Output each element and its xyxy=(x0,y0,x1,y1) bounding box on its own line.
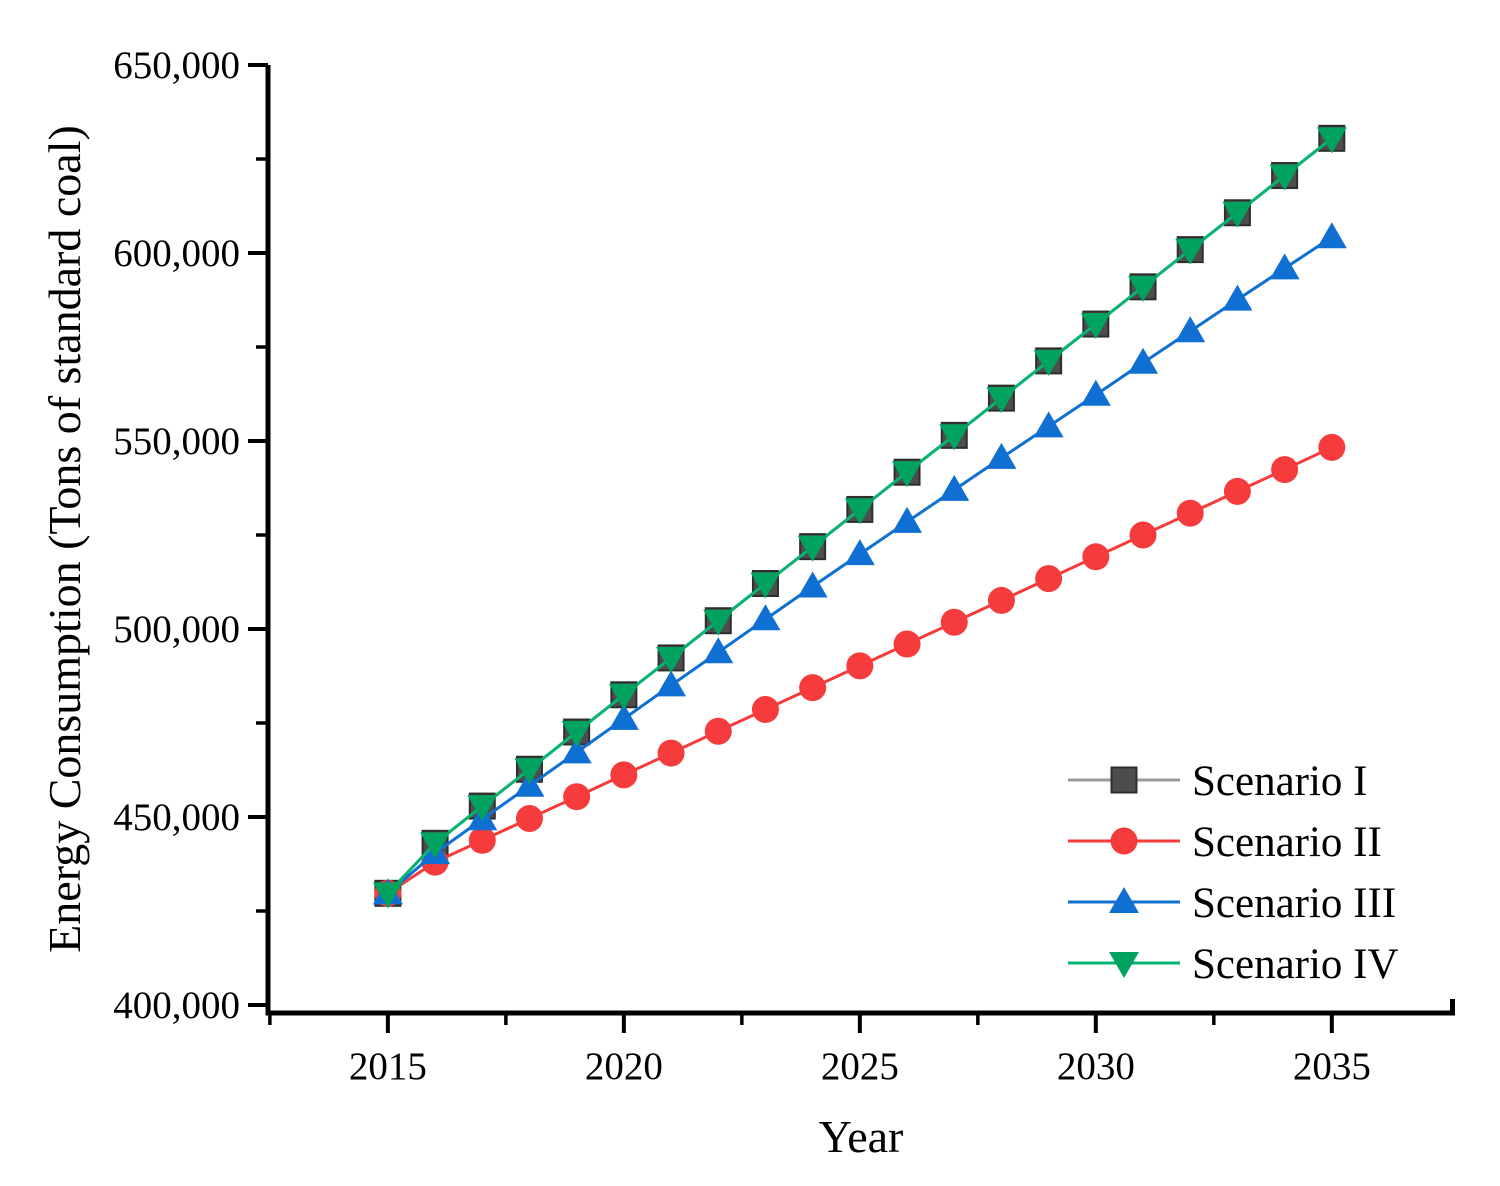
x-tick-label: 2020 xyxy=(585,1045,663,1088)
x-tick-label: 2015 xyxy=(349,1045,427,1088)
marker-triangle-down xyxy=(797,535,828,562)
axes-layer: 400,000 450,000 500,000 550,000 600,000 650,0… xyxy=(113,44,1455,1088)
marker-triangle-down xyxy=(892,461,923,488)
series-scenario-ii xyxy=(374,433,1346,907)
y-tick-label: 550,000 xyxy=(113,420,240,463)
marker-circle xyxy=(1129,521,1157,549)
marker-triangle-down xyxy=(1222,201,1253,228)
marker-triangle-down xyxy=(1175,238,1206,265)
series-scenario-iii xyxy=(372,222,1347,905)
legend-item-scenario-i: Scenario I xyxy=(1068,758,1368,805)
legend-label: Scenario I xyxy=(1192,758,1368,805)
y-tick-label: 600,000 xyxy=(113,232,240,275)
marker-triangle-up xyxy=(844,539,875,566)
marker-triangle-down xyxy=(420,832,451,859)
marker-circle xyxy=(610,761,638,789)
marker-triangle-up xyxy=(561,737,592,764)
marker-triangle-down xyxy=(703,609,734,636)
series-layer xyxy=(372,124,1347,909)
marker-circle xyxy=(1318,433,1346,461)
marker-circle xyxy=(1223,477,1251,505)
marker-circle xyxy=(799,674,827,702)
marker-triangle-down xyxy=(1080,313,1111,340)
marker-circle xyxy=(1110,827,1138,855)
marker-circle xyxy=(1176,499,1204,527)
marker-circle xyxy=(751,695,779,723)
marker-square xyxy=(1110,766,1138,794)
marker-triangle-up xyxy=(986,442,1017,469)
legend-item-scenario-ii: Scenario II xyxy=(1068,819,1382,866)
marker-triangle-up xyxy=(939,474,970,501)
marker-triangle-down xyxy=(844,498,875,525)
marker-triangle-up xyxy=(608,703,639,730)
x-tick-label: 2035 xyxy=(1293,1045,1371,1088)
x-axis-title: Year xyxy=(819,1111,904,1162)
y-tick-label: 450,000 xyxy=(113,796,240,839)
series-scenario-iv xyxy=(372,127,1347,909)
legend-item-scenario-iv: Scenario IV xyxy=(1068,941,1399,988)
legend-label: Scenario III xyxy=(1192,880,1396,927)
y-axis-title: Energy Consumption (Tons of standard coa… xyxy=(39,125,90,953)
marker-triangle-down xyxy=(656,646,687,673)
y-tick-label: 400,000 xyxy=(113,984,240,1027)
y-tick-label: 500,000 xyxy=(113,608,240,651)
marker-triangle-down xyxy=(514,758,545,785)
x-tick-label: 2030 xyxy=(1057,1045,1135,1088)
marker-circle xyxy=(563,783,591,811)
marker-triangle-up xyxy=(1316,222,1347,249)
marker-triangle-down xyxy=(372,882,403,909)
marker-circle xyxy=(1271,456,1299,484)
marker-triangle-down xyxy=(1033,349,1064,376)
marker-circle xyxy=(657,739,685,767)
marker-circle xyxy=(893,630,921,658)
y-tick-label: 650,000 xyxy=(113,44,240,87)
marker-circle xyxy=(846,652,874,680)
legend-label: Scenario II xyxy=(1192,819,1382,866)
legend-layer: Scenario I Scenario II Scenario III Scenari… xyxy=(1068,758,1399,988)
marker-triangle-down xyxy=(467,795,498,822)
marker-triangle-down xyxy=(1109,952,1139,978)
marker-circle xyxy=(515,804,543,832)
marker-triangle-up xyxy=(1080,379,1111,406)
marker-circle xyxy=(1035,565,1063,593)
marker-triangle-down xyxy=(608,683,639,710)
marker-triangle-up xyxy=(1222,284,1253,311)
marker-triangle-down xyxy=(750,572,781,599)
marker-triangle-down xyxy=(939,424,970,451)
marker-triangle-up xyxy=(703,637,734,664)
marker-triangle-up xyxy=(1109,887,1139,913)
marker-circle xyxy=(987,586,1015,614)
axis-lines xyxy=(265,65,1455,1016)
marker-circle xyxy=(468,826,496,854)
marker-triangle-down xyxy=(1316,127,1347,154)
marker-circle xyxy=(704,717,732,745)
marker-triangle-up xyxy=(1033,411,1064,438)
legend-item-scenario-iii: Scenario III xyxy=(1068,880,1396,927)
marker-triangle-up xyxy=(1175,316,1206,343)
x-tick-label: 2025 xyxy=(821,1045,899,1088)
marker-triangle-up xyxy=(1269,253,1300,280)
marker-triangle-up xyxy=(656,670,687,697)
marker-circle xyxy=(940,608,968,636)
marker-triangle-up xyxy=(797,571,828,598)
marker-triangle-up xyxy=(892,506,923,533)
marker-triangle-down xyxy=(1128,275,1159,302)
marker-triangle-up xyxy=(750,604,781,631)
marker-triangle-down xyxy=(1269,164,1300,191)
marker-circle xyxy=(1082,543,1110,571)
marker-triangle-down xyxy=(986,387,1017,414)
marker-triangle-down xyxy=(561,721,592,748)
legend-label: Scenario IV xyxy=(1192,941,1399,988)
marker-triangle-up xyxy=(1128,347,1159,374)
